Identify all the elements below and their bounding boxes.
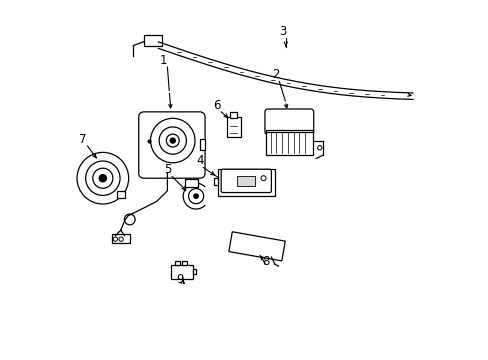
- Text: 9: 9: [176, 273, 183, 286]
- Circle shape: [170, 138, 175, 143]
- Text: 8: 8: [262, 255, 269, 268]
- FancyBboxPatch shape: [182, 261, 187, 265]
- FancyBboxPatch shape: [237, 176, 255, 186]
- Text: 1: 1: [160, 54, 167, 67]
- FancyBboxPatch shape: [184, 179, 198, 187]
- FancyBboxPatch shape: [230, 112, 237, 118]
- FancyBboxPatch shape: [217, 169, 274, 196]
- Circle shape: [99, 175, 106, 182]
- FancyBboxPatch shape: [226, 117, 241, 137]
- Text: 6: 6: [213, 99, 221, 112]
- FancyBboxPatch shape: [265, 130, 312, 155]
- FancyBboxPatch shape: [192, 269, 196, 274]
- Text: 5: 5: [164, 163, 171, 176]
- FancyBboxPatch shape: [175, 261, 180, 265]
- Text: 4: 4: [196, 154, 203, 167]
- FancyBboxPatch shape: [171, 265, 192, 279]
- FancyBboxPatch shape: [214, 178, 218, 185]
- Circle shape: [194, 194, 198, 198]
- FancyBboxPatch shape: [264, 109, 313, 134]
- Text: 2: 2: [272, 68, 279, 81]
- FancyBboxPatch shape: [139, 112, 204, 178]
- Text: 3: 3: [279, 25, 286, 39]
- FancyBboxPatch shape: [112, 234, 129, 243]
- FancyBboxPatch shape: [117, 192, 125, 198]
- FancyBboxPatch shape: [199, 139, 204, 149]
- FancyBboxPatch shape: [144, 36, 162, 45]
- FancyBboxPatch shape: [221, 169, 271, 193]
- Text: 7: 7: [79, 133, 87, 146]
